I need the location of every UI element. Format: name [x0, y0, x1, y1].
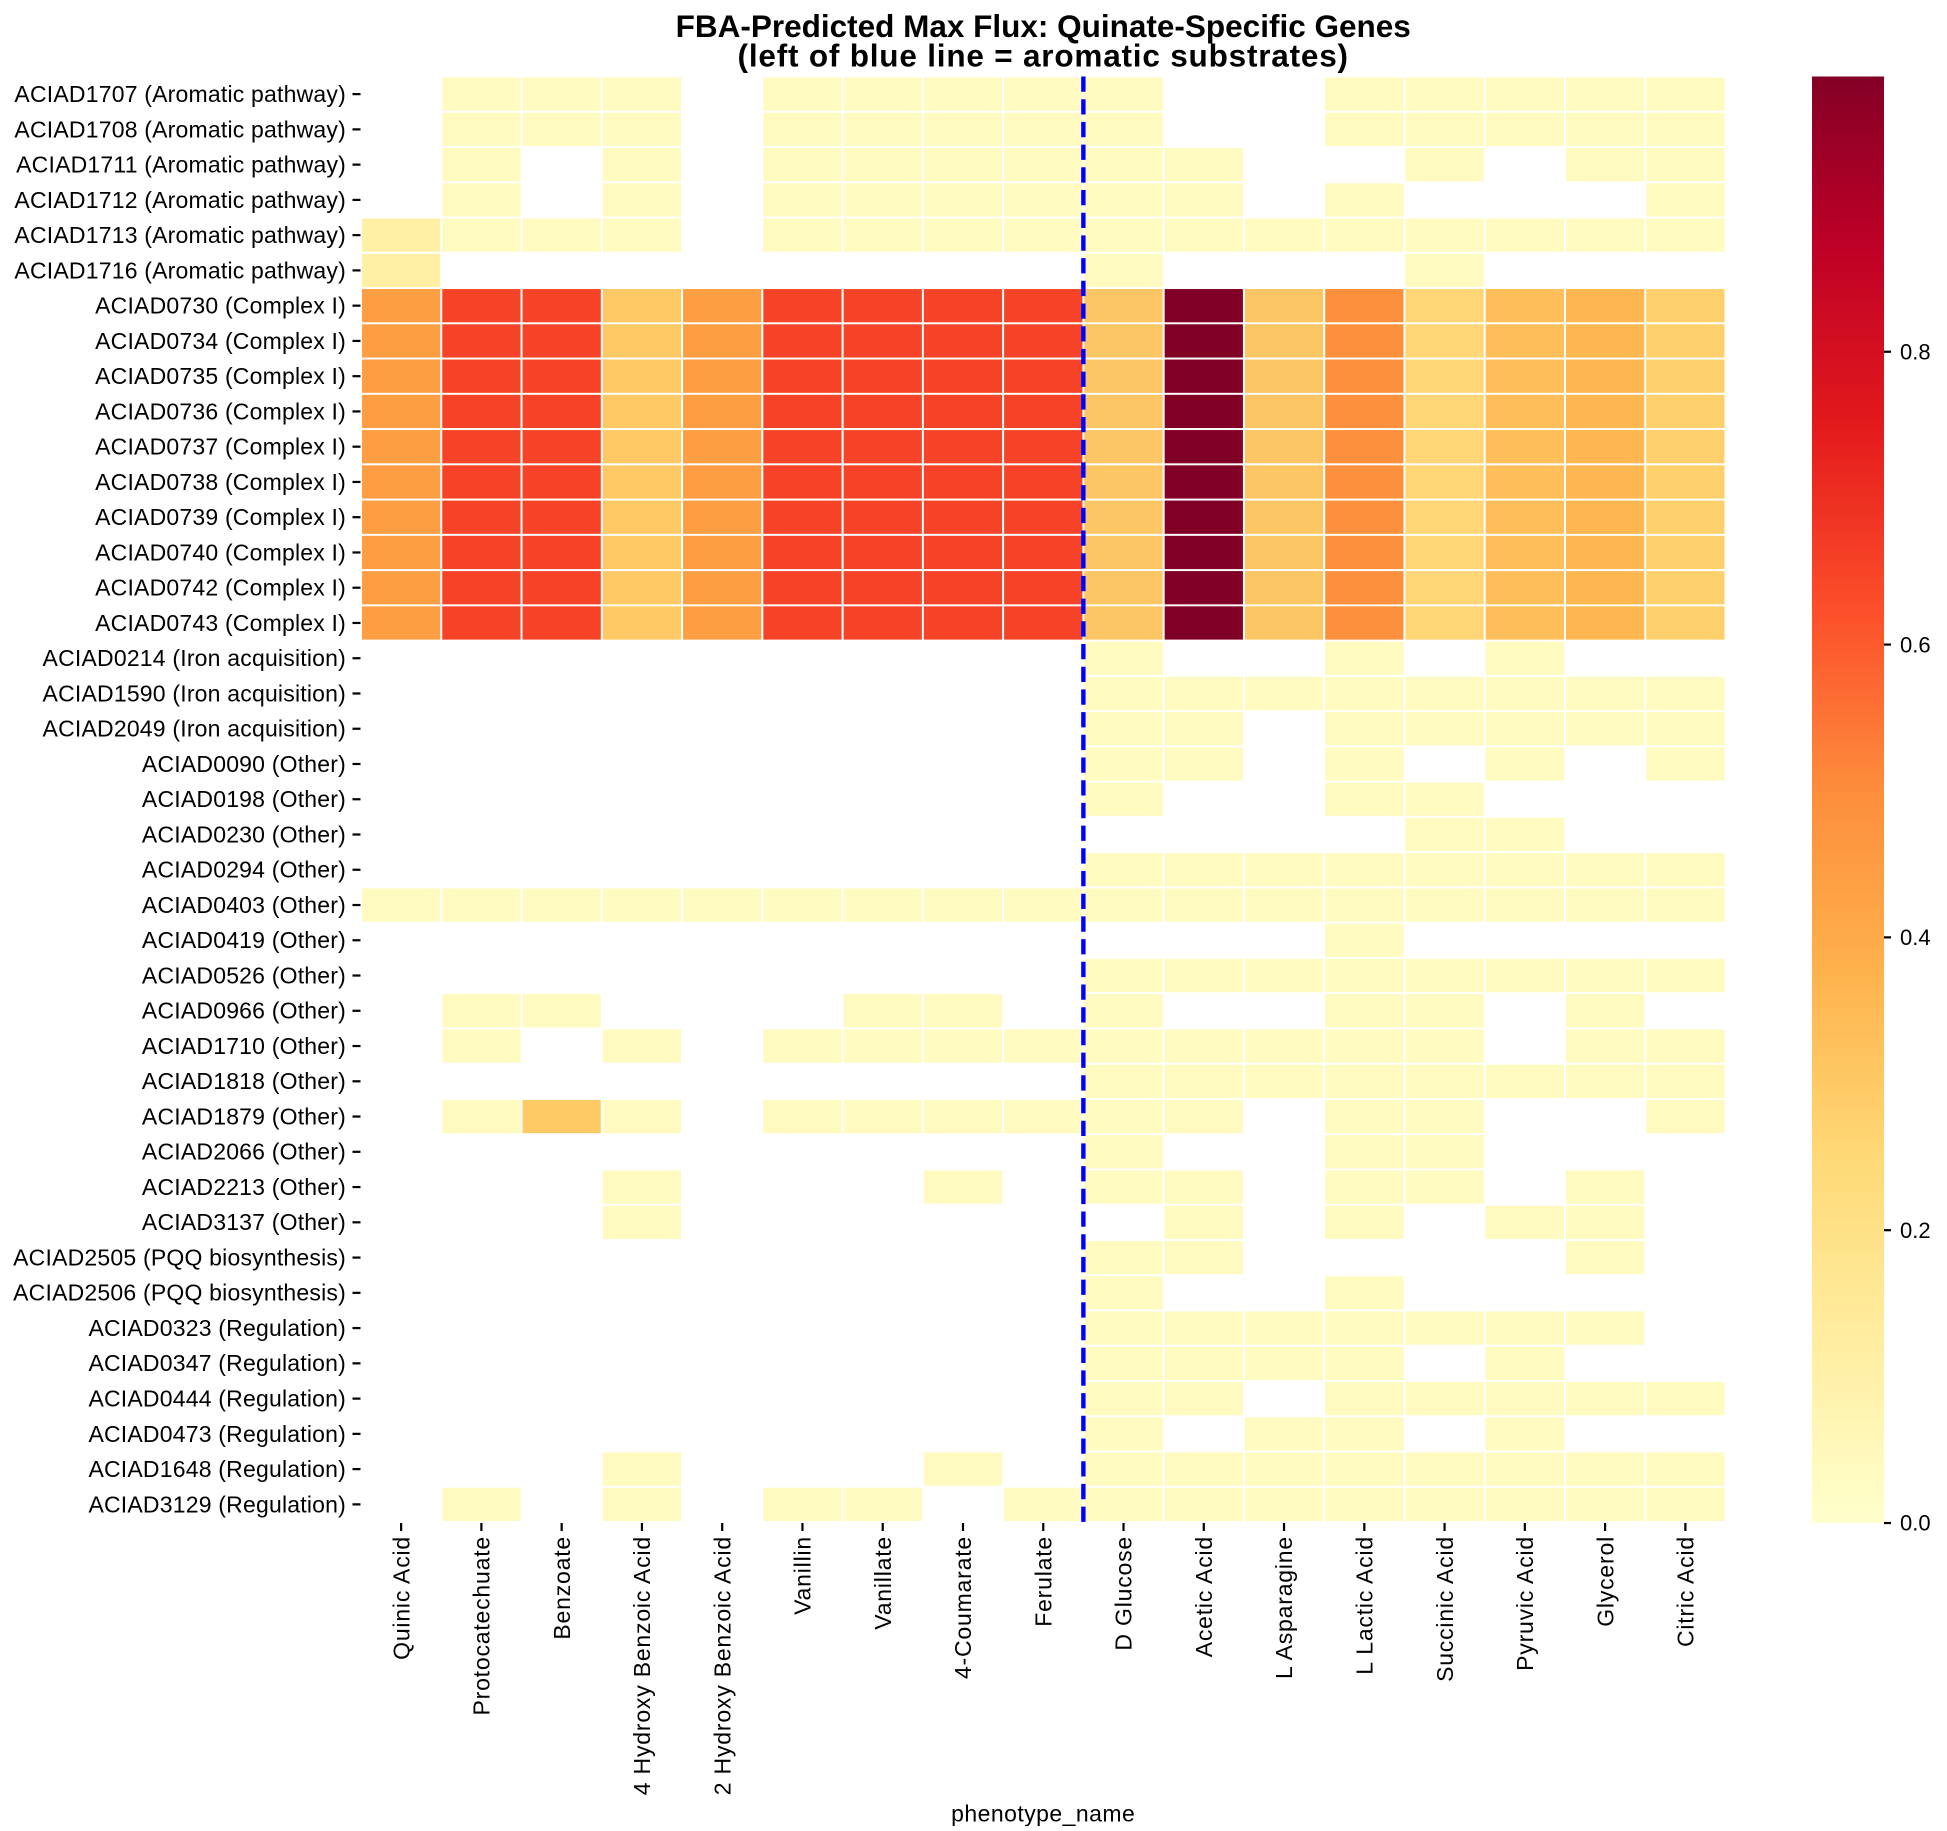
- svg-text:Citric Acid: Citric Acid: [1673, 1536, 1699, 1647]
- svg-text:Quinic Acid: Quinic Acid: [388, 1536, 414, 1660]
- svg-text:Vanillate: Vanillate: [870, 1536, 896, 1630]
- svg-text:ACIAD0294 (Other): ACIAD0294 (Other): [142, 857, 346, 883]
- svg-text:Ferulate: Ferulate: [1031, 1536, 1057, 1627]
- svg-text:ACIAD0526 (Other): ACIAD0526 (Other): [142, 962, 346, 988]
- svg-text:ACIAD1713 (Aromatic pathway): ACIAD1713 (Aromatic pathway): [14, 222, 346, 248]
- svg-text:ACIAD0742 (Complex I): ACIAD0742 (Complex I): [95, 575, 346, 601]
- svg-text:Glycerol: Glycerol: [1592, 1536, 1618, 1627]
- svg-text:ACIAD1708 (Aromatic pathway): ACIAD1708 (Aromatic pathway): [14, 116, 346, 142]
- svg-text:Benzoate: Benzoate: [549, 1536, 575, 1640]
- svg-text:ACIAD2505 (PQQ biosynthesis): ACIAD2505 (PQQ biosynthesis): [13, 1245, 346, 1271]
- svg-text:0.6: 0.6: [1900, 632, 1931, 657]
- svg-text:ACIAD2049 (Iron acquisition): ACIAD2049 (Iron acquisition): [43, 716, 346, 742]
- svg-text:ACIAD0230 (Other): ACIAD0230 (Other): [142, 821, 346, 847]
- svg-text:ACIAD1716 (Aromatic pathway): ACIAD1716 (Aromatic pathway): [14, 257, 346, 283]
- svg-text:ACIAD0735 (Complex I): ACIAD0735 (Complex I): [95, 363, 346, 389]
- svg-text:ACIAD0739 (Complex I): ACIAD0739 (Complex I): [95, 504, 346, 530]
- svg-text:(left of blue line = aromatic: (left of blue line = aromatic substrates…: [738, 38, 1349, 74]
- svg-text:ACIAD2506 (PQQ biosynthesis): ACIAD2506 (PQQ biosynthesis): [13, 1280, 346, 1306]
- svg-text:ACIAD0090 (Other): ACIAD0090 (Other): [142, 751, 346, 777]
- svg-text:0.8: 0.8: [1900, 339, 1931, 364]
- svg-text:ACIAD2213 (Other): ACIAD2213 (Other): [142, 1174, 346, 1200]
- svg-text:ACIAD1590 (Iron acquisition): ACIAD1590 (Iron acquisition): [43, 680, 346, 706]
- svg-text:ACIAD1818 (Other): ACIAD1818 (Other): [142, 1068, 346, 1094]
- svg-text:4 Hydroxy Benzoic Acid: 4 Hydroxy Benzoic Acid: [629, 1536, 655, 1795]
- svg-text:ACIAD1707 (Aromatic pathway): ACIAD1707 (Aromatic pathway): [14, 81, 346, 107]
- svg-text:ACIAD0737 (Complex I): ACIAD0737 (Complex I): [95, 434, 346, 460]
- svg-text:2 Hydroxy Benzoic Acid: 2 Hydroxy Benzoic Acid: [709, 1536, 735, 1795]
- svg-text:ACIAD0214 (Iron acquisition): ACIAD0214 (Iron acquisition): [43, 645, 346, 671]
- svg-text:0.4: 0.4: [1900, 925, 1931, 950]
- svg-text:ACIAD0403 (Other): ACIAD0403 (Other): [142, 892, 346, 918]
- svg-text:L Asparagine: L Asparagine: [1271, 1536, 1297, 1679]
- svg-text:ACIAD0730 (Complex I): ACIAD0730 (Complex I): [95, 293, 346, 319]
- svg-text:ACIAD1712 (Aromatic pathway): ACIAD1712 (Aromatic pathway): [14, 187, 346, 213]
- svg-text:ACIAD0734 (Complex I): ACIAD0734 (Complex I): [95, 328, 346, 354]
- svg-text:ACIAD0419 (Other): ACIAD0419 (Other): [142, 927, 346, 953]
- svg-text:ACIAD1710 (Other): ACIAD1710 (Other): [142, 1033, 346, 1059]
- svg-text:ACIAD0444 (Regulation): ACIAD0444 (Regulation): [88, 1386, 346, 1412]
- svg-text:ACIAD0198 (Other): ACIAD0198 (Other): [142, 786, 346, 812]
- svg-text:ACIAD0347 (Regulation): ACIAD0347 (Regulation): [88, 1350, 346, 1376]
- svg-text:L Lactic Acid: L Lactic Acid: [1352, 1536, 1378, 1675]
- svg-text:ACIAD1711 (Aromatic pathway): ACIAD1711 (Aromatic pathway): [16, 152, 346, 178]
- svg-text:ACIAD0743 (Complex I): ACIAD0743 (Complex I): [95, 610, 346, 636]
- svg-text:Succinic Acid: Succinic Acid: [1432, 1536, 1458, 1682]
- svg-text:ACIAD3129 (Regulation): ACIAD3129 (Regulation): [88, 1491, 346, 1517]
- svg-text:ACIAD1648 (Regulation): ACIAD1648 (Regulation): [88, 1456, 346, 1482]
- svg-text:Vanillin: Vanillin: [790, 1536, 816, 1615]
- svg-text:ACIAD1879 (Other): ACIAD1879 (Other): [142, 1104, 346, 1130]
- svg-text:0.0: 0.0: [1900, 1511, 1931, 1536]
- svg-text:ACIAD0740 (Complex I): ACIAD0740 (Complex I): [95, 539, 346, 565]
- svg-text:Pyruvic Acid: Pyruvic Acid: [1512, 1536, 1538, 1671]
- svg-text:ACIAD3137 (Other): ACIAD3137 (Other): [142, 1209, 346, 1235]
- svg-text:ACIAD2066 (Other): ACIAD2066 (Other): [142, 1139, 346, 1165]
- svg-text:Acetic Acid: Acetic Acid: [1191, 1536, 1217, 1657]
- svg-text:ACIAD0323 (Regulation): ACIAD0323 (Regulation): [88, 1315, 346, 1341]
- svg-text:0.2: 0.2: [1900, 1218, 1931, 1243]
- svg-text:D Glucose: D Glucose: [1111, 1536, 1137, 1651]
- svg-text:ACIAD0473 (Regulation): ACIAD0473 (Regulation): [88, 1421, 346, 1447]
- svg-text:ACIAD0736 (Complex I): ACIAD0736 (Complex I): [95, 398, 346, 424]
- svg-text:FBA-Predicted Max Flux: Quinat: FBA-Predicted Max Flux: Quinate-Specific…: [676, 8, 1411, 44]
- svg-text:4-Coumarate: 4-Coumarate: [950, 1536, 976, 1679]
- svg-text:phenotype_name: phenotype_name: [951, 1801, 1135, 1827]
- svg-text:Protocatechuate: Protocatechuate: [469, 1536, 495, 1716]
- svg-text:ACIAD0966 (Other): ACIAD0966 (Other): [142, 998, 346, 1024]
- svg-text:ACIAD0738 (Complex I): ACIAD0738 (Complex I): [95, 469, 346, 495]
